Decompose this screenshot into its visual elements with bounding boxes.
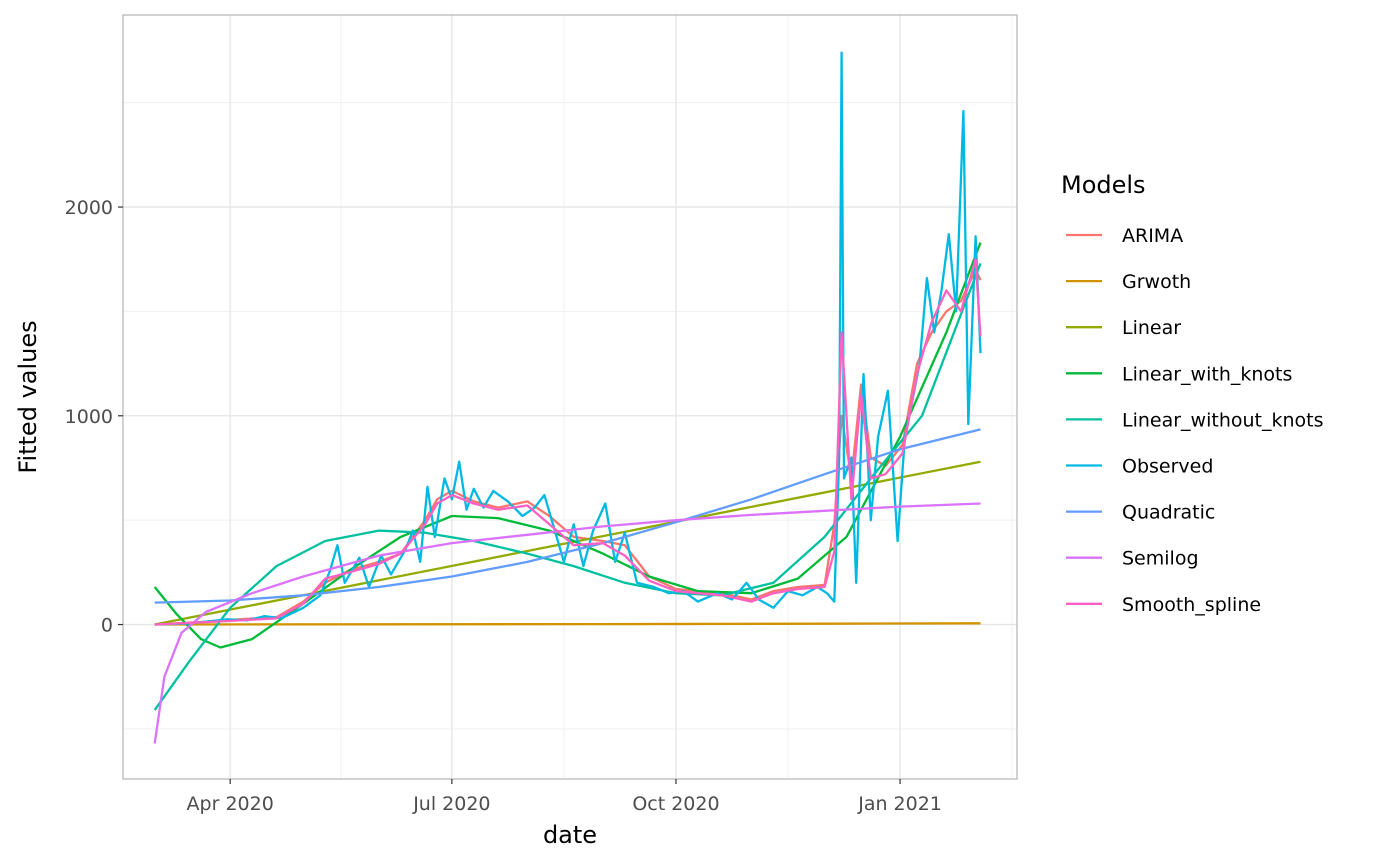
- series-line-semilog: [153, 502, 981, 744]
- y-tick-label: 1000: [65, 406, 113, 428]
- legend-label-linear: Linear: [1122, 317, 1181, 339]
- x-axis: Apr 2020 Jul 2020 Oct 2020 Jan 2021: [187, 779, 942, 815]
- y-tick-label: 2000: [65, 197, 113, 219]
- grid-minor: [123, 15, 1017, 779]
- y-axis-title: Fitted values: [14, 320, 42, 473]
- series-line-linear-with-knots: [153, 242, 982, 649]
- y-axis: 0 1000 2000: [65, 197, 123, 637]
- legend-label-semilog: Semilog: [1122, 548, 1199, 570]
- series-layer: [153, 51, 982, 744]
- legend-label-linear-with-knots: Linear_with_knots: [1122, 363, 1292, 385]
- legend-label-linear-without-knots: Linear_without_knots: [1122, 409, 1324, 431]
- series-line-linear-without-knots: [153, 262, 982, 711]
- x-tick-label: Jan 2021: [857, 793, 942, 815]
- plot-border: [122, 14, 1018, 780]
- series-line-smooth-spline: [154, 258, 982, 626]
- series-line-arima: [154, 268, 982, 626]
- legend-title: Models: [1061, 171, 1146, 199]
- x-tick-label: Jul 2020: [412, 793, 490, 815]
- series-line-linear: [154, 460, 981, 626]
- x-tick-label: Oct 2020: [632, 793, 719, 815]
- legend-label-smooth-spline: Smooth_spline: [1122, 594, 1261, 616]
- x-axis-title: date: [543, 821, 597, 849]
- legend-label-arima: ARIMA: [1122, 225, 1183, 247]
- legend: Models ARIMA Grwoth Linear Linear_with_knot…: [1061, 171, 1324, 616]
- x-tick-label: Apr 2020: [187, 793, 274, 815]
- plot-panel: [123, 15, 1017, 779]
- series-line-grwoth: [154, 622, 981, 626]
- legend-label-observed: Observed: [1122, 456, 1213, 478]
- legend-label-quadratic: Quadratic: [1122, 502, 1215, 524]
- y-tick-label: 0: [101, 615, 113, 637]
- legend-label-grwoth: Grwoth: [1122, 271, 1191, 293]
